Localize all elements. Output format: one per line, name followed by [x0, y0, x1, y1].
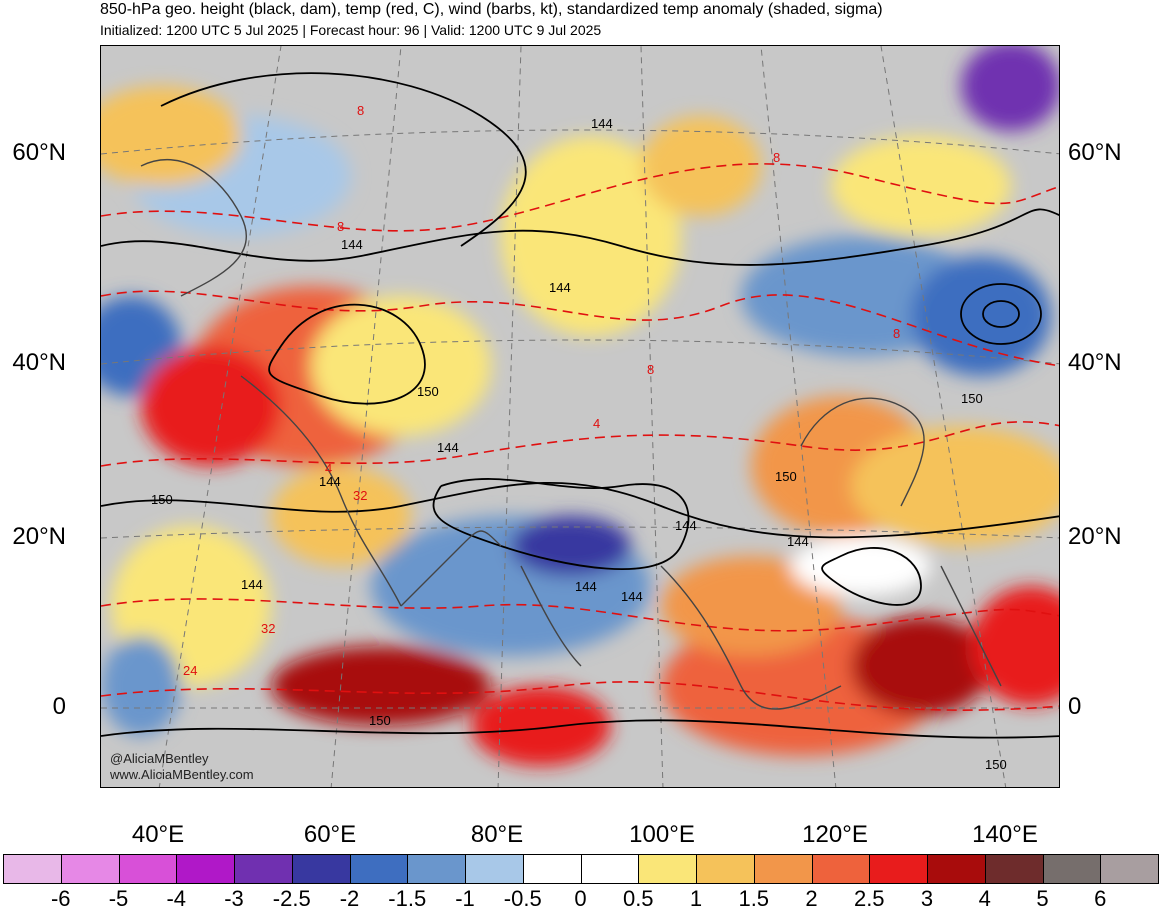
colorbar-swatch: [753, 854, 813, 884]
lat-label-right: 40°N: [1068, 349, 1122, 376]
watermark-url: www.AliciaMBentley.com: [110, 767, 254, 782]
colorbar-swatch: [60, 854, 120, 884]
height-label: 144: [575, 579, 597, 594]
contour-labels: 144 144 144 144 150 150 144 144 144 144 …: [151, 103, 1007, 772]
temp-label: 8: [357, 103, 364, 118]
colorbar-label: 5: [1036, 886, 1049, 911]
lat-label-right: 0: [1068, 693, 1082, 720]
colorbar-label: -2: [339, 886, 360, 911]
lon-label: 60°E: [303, 821, 357, 848]
chart-title: 850-hPa geo. height (black, dam), temp (…: [100, 1, 883, 18]
colorbar-swatch: [927, 854, 986, 884]
height-label: 144: [437, 440, 459, 455]
chart-subtitle: Initialized: 1200 UTC 5 Jul 2025 | Forec…: [100, 22, 602, 38]
colorbar-label: 1: [689, 886, 703, 911]
height-label: 150: [417, 384, 439, 399]
colorbar-swatch: [349, 854, 409, 884]
colorbar-swatch: [234, 854, 293, 884]
temp-label: 32: [261, 621, 275, 636]
lat-label-left: 40°N: [12, 349, 66, 376]
height-label: 144: [549, 280, 571, 295]
colorbar-swatch: [176, 854, 235, 884]
lon-label: 140°E: [972, 821, 1038, 848]
watermark-handle: @AliciaMBentley: [110, 751, 209, 766]
height-label: 144: [591, 116, 613, 131]
temp-label: 8: [893, 326, 900, 341]
height-label: 144: [319, 474, 341, 489]
colorbar-label: -2.5: [272, 886, 311, 911]
lon-label: 40°E: [131, 821, 185, 848]
colorbar-swatch: [407, 854, 466, 884]
temp-label: 8: [773, 150, 780, 165]
temp-label: 8: [647, 362, 654, 377]
colorbar-label: 6: [1094, 886, 1107, 911]
colorbar-label: 2: [805, 886, 818, 911]
height-label: 150: [961, 391, 983, 406]
colorbar-label: 0: [574, 886, 587, 911]
colorbar-label: -1.5: [388, 886, 427, 911]
colorbar-swatch: [811, 854, 871, 884]
lon-label: 80°E: [470, 821, 524, 848]
height-label: 150: [775, 469, 797, 484]
temperature-contours: [101, 163, 1059, 711]
colorbar-swatch: [1042, 854, 1102, 884]
colorbar-label: -6: [50, 886, 71, 911]
colorbar-swatch: [522, 854, 582, 884]
lon-label: 100°E: [629, 821, 695, 848]
colorbar-swatch: [1100, 854, 1159, 884]
lat-label-right: 20°N: [1068, 523, 1122, 550]
colorbar-swatch: [465, 854, 524, 884]
height-label: 150: [369, 713, 391, 728]
colorbar-swatch: [118, 854, 178, 884]
lat-label-left: 60°N: [12, 139, 66, 166]
colorbar-swatch: [580, 854, 640, 884]
colorbar-label: 1.5: [738, 886, 770, 911]
map-panel: 144 144 144 144 150 150 144 144 144 144 …: [100, 45, 1060, 788]
colorbar-label: -4: [166, 886, 187, 911]
colorbar-label: 0.5: [622, 886, 654, 911]
temp-label: 4: [325, 461, 332, 476]
temp-label: 8: [337, 219, 344, 234]
colorbar-swatch: [696, 854, 755, 884]
colorbar-swatch: [869, 854, 928, 884]
graticule: [101, 46, 1059, 787]
colorbar-swatch: [291, 854, 351, 884]
height-label: 144: [341, 237, 363, 252]
coastlines: [140, 159, 1002, 710]
colorbar-label: -1: [455, 886, 475, 911]
height-label: 144: [787, 534, 809, 549]
colorbar-swatch: [638, 854, 697, 884]
map-canvas: 144 144 144 144 150 150 144 144 144 144 …: [101, 46, 1059, 787]
anomaly-shading: [101, 46, 1059, 766]
lat-label-right: 60°N: [1068, 139, 1122, 166]
colorbar-label: 4: [978, 886, 991, 911]
lat-label-left: 20°N: [12, 523, 66, 550]
colorbar-label: 2.5: [853, 886, 885, 911]
height-label: 150: [985, 757, 1007, 772]
colorbar-label: -3: [224, 886, 244, 911]
lat-label-left: 0: [52, 693, 66, 720]
height-label: 150: [151, 492, 173, 507]
temp-label: 4: [593, 416, 600, 431]
temp-label: 24: [183, 663, 197, 678]
height-label: 144: [621, 589, 643, 604]
colorbar-label: -0.5: [503, 886, 542, 911]
colorbar-swatch: [3, 854, 62, 884]
colorbar-label: 3: [920, 886, 934, 911]
height-label: 144: [241, 577, 263, 592]
height-contours: [101, 72, 1059, 739]
lon-label: 120°E: [802, 821, 868, 848]
temp-label: 32: [353, 488, 367, 503]
height-label: 144: [675, 518, 697, 533]
colorbar-swatch: [984, 854, 1044, 884]
colorbar-label: -5: [108, 886, 129, 911]
